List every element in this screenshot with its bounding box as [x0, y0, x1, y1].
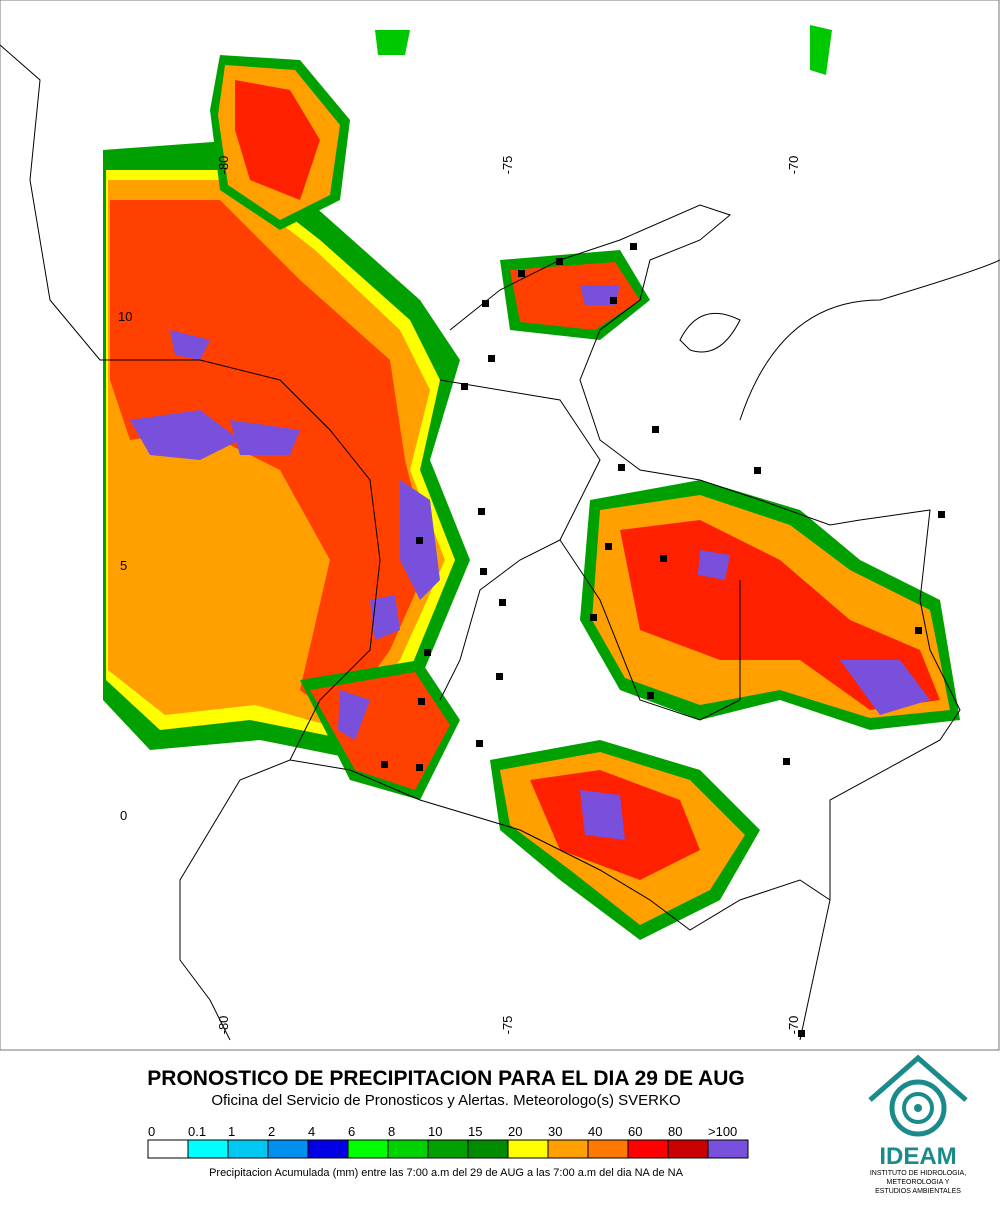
- legend-swatch: [587, 1139, 629, 1159]
- legend: 0 0.1 1 2 4 6 8 10 15 20 30 40 60 80 >100: [147, 1124, 749, 1159]
- legend-label: 8: [388, 1124, 395, 1139]
- legend-caption: Precipitacion Acumulada (mm) entre las 7…: [209, 1167, 684, 1179]
- lat-label: 0: [120, 808, 127, 823]
- legend-swatch: [187, 1139, 229, 1159]
- legend-label: 6: [348, 1124, 355, 1139]
- legend-swatch: [347, 1139, 389, 1159]
- boundaries: [0, 44, 1000, 1041]
- legend-swatch: [467, 1139, 509, 1159]
- legend-label: 60: [628, 1124, 642, 1139]
- legend-label: 15: [468, 1124, 482, 1139]
- legend-label: 2: [268, 1124, 275, 1139]
- legend-swatch: [307, 1139, 349, 1159]
- legend-swatch: [227, 1139, 269, 1159]
- lon-label: -80: [216, 1016, 231, 1035]
- legend-label: 0: [148, 1124, 155, 1139]
- lat-label: 5: [120, 558, 127, 573]
- lat-label: 10: [118, 309, 132, 324]
- legend-label: 1: [228, 1124, 235, 1139]
- legend-label: 10: [428, 1124, 442, 1139]
- legend-label: 0.1: [188, 1124, 206, 1139]
- legend-swatch: [547, 1139, 589, 1159]
- legend-swatch: [427, 1139, 469, 1159]
- legend-label: >100: [708, 1124, 737, 1139]
- logo: IDEAM INSTITUTO DE HIDROLOGIA, METEOROLO…: [868, 1054, 968, 1195]
- legend-swatch: [707, 1139, 749, 1159]
- lon-label: -70: [786, 1016, 801, 1035]
- lon-label: -80: [216, 156, 231, 175]
- legend-label: 4: [308, 1124, 315, 1139]
- legend-label: 40: [588, 1124, 602, 1139]
- precipitation-field: [103, 25, 960, 940]
- coordinate-labels: -80 -75 -70 -80 -75 -70 10 5 0: [118, 156, 801, 1035]
- legend-swatch: [667, 1139, 709, 1159]
- logo-text: ESTUDIOS AMBIENTALES: [875, 1188, 961, 1195]
- legend-swatch: [267, 1139, 309, 1159]
- station-markers: [381, 243, 945, 1037]
- legend-label: 30: [548, 1124, 562, 1139]
- logo-text: INSTITUTO DE HIDROLOGIA,: [870, 1170, 966, 1177]
- legend-swatch: [387, 1139, 429, 1159]
- subtitle: Oficina del Servicio de Pronosticos y Al…: [211, 1092, 680, 1109]
- legend-label: 80: [668, 1124, 682, 1139]
- lon-label: -70: [786, 156, 801, 175]
- lon-label: -75: [500, 156, 515, 175]
- legend-swatch: [147, 1139, 189, 1159]
- legend-swatch: [507, 1139, 549, 1159]
- title: PRONOSTICO DE PRECIPITACION PARA EL DIA …: [147, 1067, 744, 1090]
- legend-swatch: [627, 1139, 669, 1159]
- logo-name: IDEAM: [879, 1143, 956, 1170]
- lon-label: -75: [500, 1016, 515, 1035]
- logo-text: METEOROLOGIA Y: [887, 1179, 950, 1186]
- legend-label: 20: [508, 1124, 522, 1139]
